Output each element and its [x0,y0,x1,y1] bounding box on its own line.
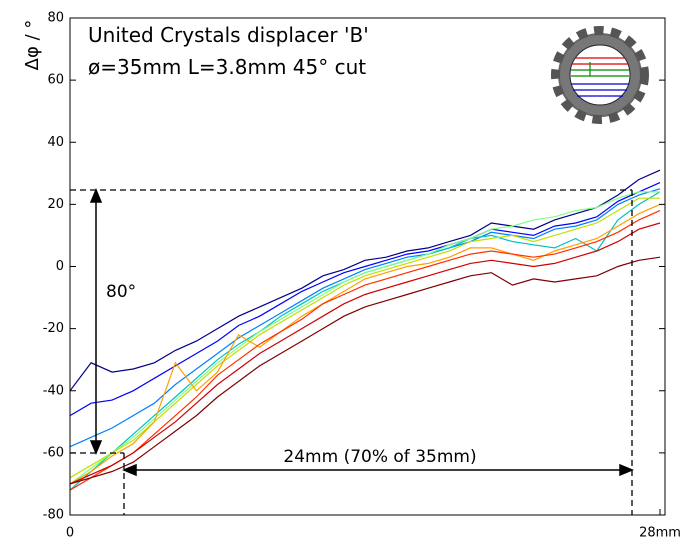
y-axis-label: Δφ / ° [22,20,43,71]
chart-title: United Crystals displacer 'B' [88,23,369,47]
y-tick-label: 60 [47,73,64,88]
chart-subtitle: ø=35mm L=3.8mm 45° cut [88,55,366,79]
annotation: 80° [106,282,136,302]
y-tick-label: 80 [47,11,64,26]
y-tick-label: 20 [47,197,64,212]
y-tick-label: -80 [43,508,64,523]
y-tick-label: -20 [43,321,64,336]
annotation: 24mm (70% of 35mm) [283,447,476,467]
x-tick-label: 0 [66,526,74,541]
y-tick-label: -60 [43,445,64,460]
y-tick-label: 0 [56,259,64,274]
x-tick-label: 28mm [639,526,681,541]
y-tick-label: 40 [47,135,64,150]
y-tick-label: -40 [43,383,64,398]
logo [558,33,642,117]
chart: 80° 24mm (70% of 35mm) United Crystals d… [0,0,689,541]
